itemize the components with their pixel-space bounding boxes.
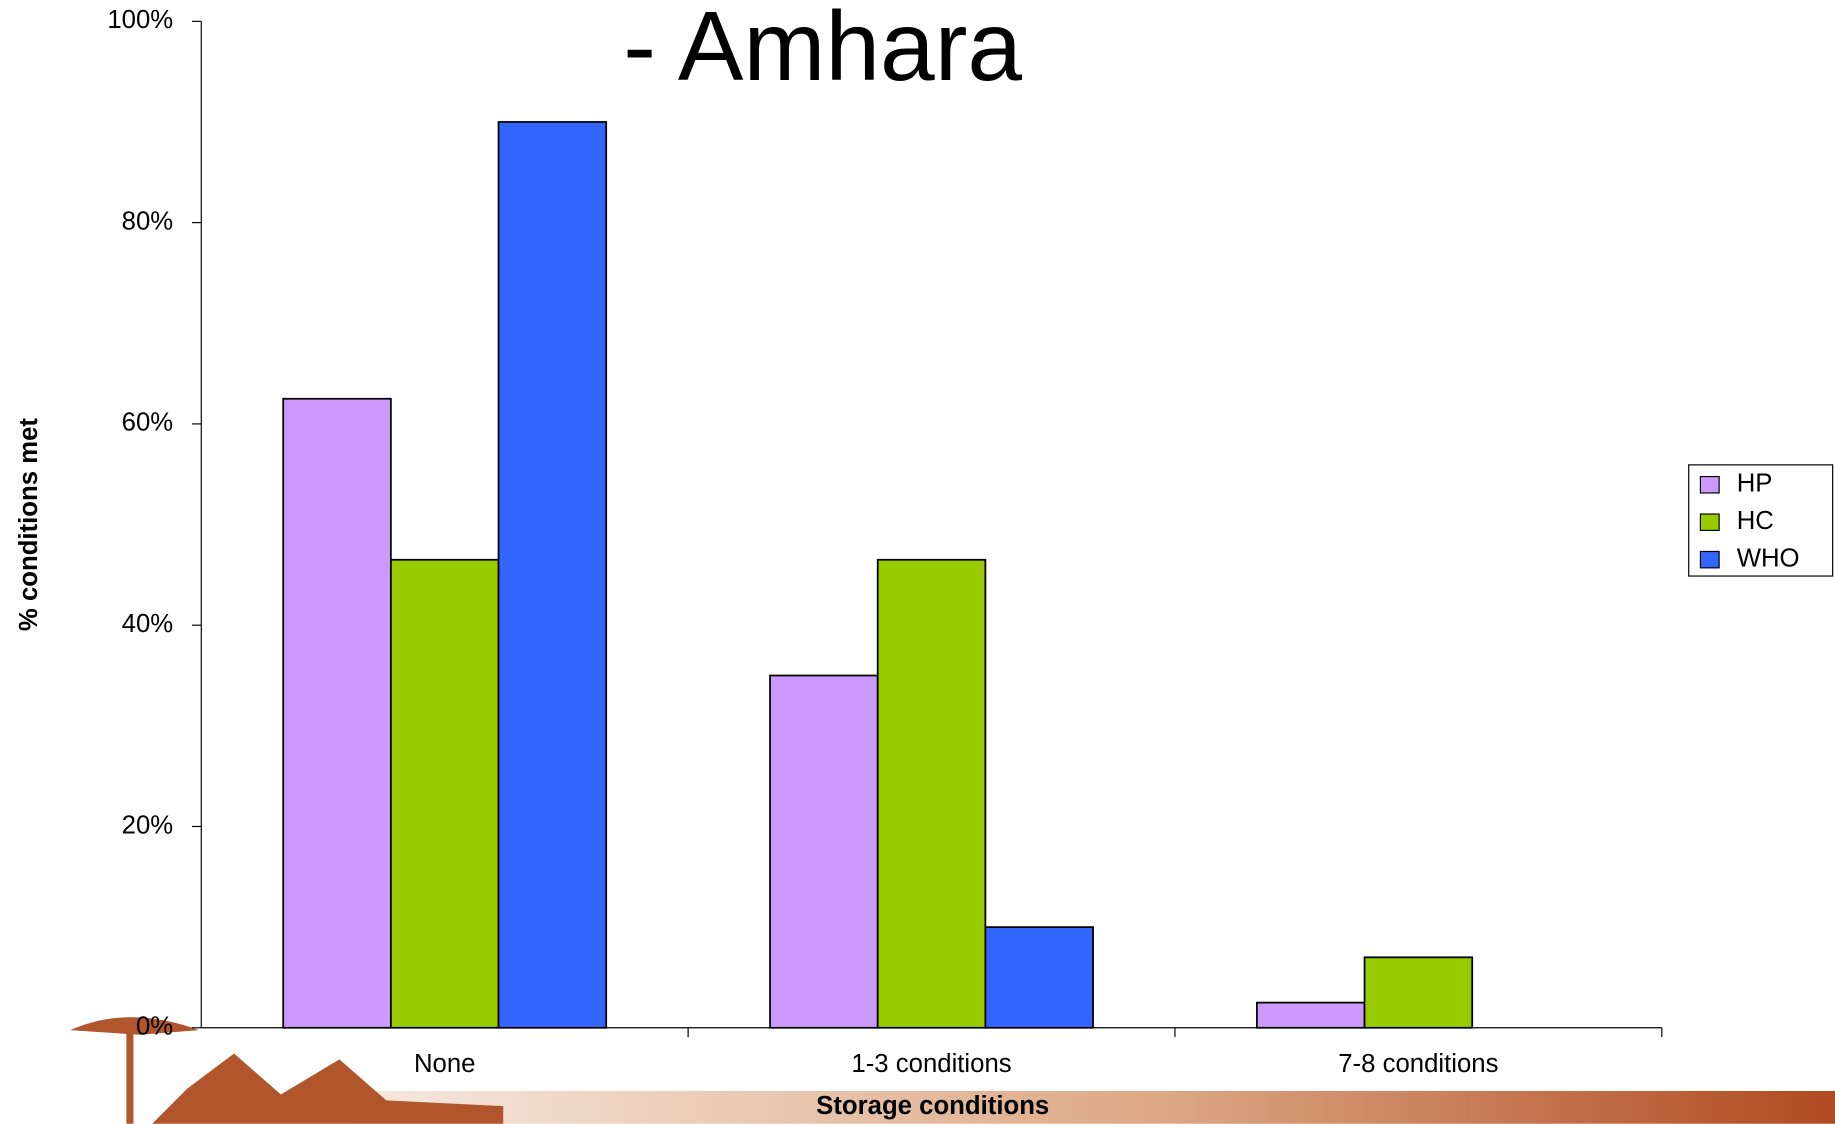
legend-swatch [1700, 551, 1719, 567]
bar [770, 676, 878, 1028]
y-tick-label: 20% [122, 811, 174, 839]
x-axis-label: Storage conditions [816, 1092, 1049, 1120]
bar [1365, 957, 1473, 1027]
y-tick-label: 0% [136, 1013, 173, 1041]
bar [499, 122, 607, 1028]
x-tick-label: 1-3 conditions [851, 1050, 1011, 1078]
x-tick-label: 7-8 conditions [1338, 1050, 1498, 1078]
chart: - Amhara % conditions met Storage condit… [0, 0, 1835, 1124]
legend-label: HP [1737, 470, 1773, 498]
y-tick-label: 60% [122, 409, 174, 437]
bar [985, 927, 1093, 1028]
chart-title: - Amhara [623, 0, 1022, 101]
legend-label: HC [1737, 507, 1774, 535]
bar [1257, 1003, 1365, 1028]
x-tick-label: None [414, 1050, 476, 1078]
footer-banner [351, 1091, 1835, 1124]
bar [391, 560, 499, 1028]
y-tick-label: 80% [122, 207, 174, 235]
legend-swatch [1700, 477, 1719, 493]
legend-label: WHO [1737, 544, 1800, 572]
bar [878, 560, 986, 1028]
y-axis-label: % conditions met [15, 418, 43, 631]
y-tick-label: 100% [107, 6, 173, 34]
bar [283, 399, 391, 1028]
legend-swatch [1700, 514, 1719, 530]
y-tick-label: 40% [122, 610, 174, 638]
